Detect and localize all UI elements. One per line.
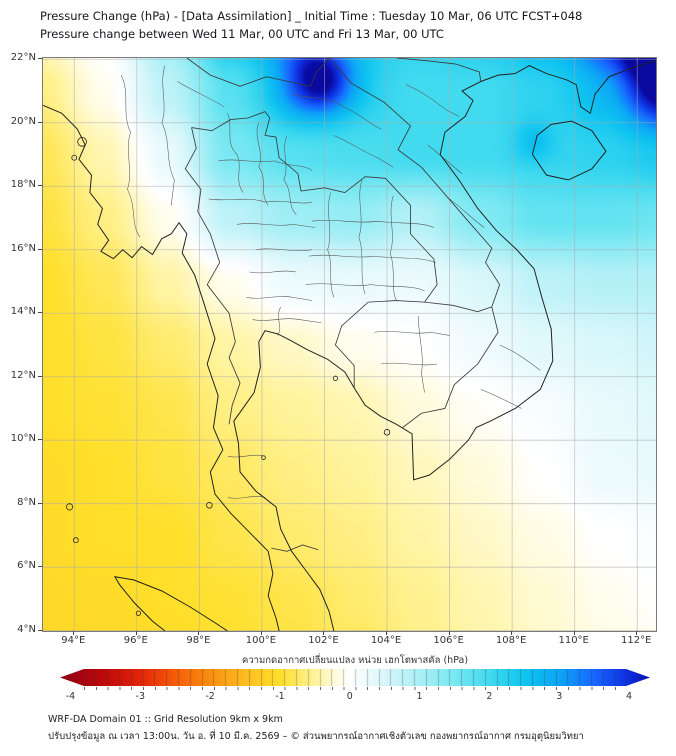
y-tick-mark (38, 58, 42, 60)
y-tick-label: 16°N (10, 242, 36, 254)
island-outline (262, 456, 266, 460)
x-tick-label: 100°E (245, 635, 277, 646)
footer-line-1: WRF-DA Domain 01 :: Grid Resolution 9km … (48, 714, 283, 725)
x-tick-label: 96°E (123, 635, 148, 646)
y-tick-label: 8°N (17, 496, 36, 508)
small-islands (66, 137, 389, 615)
sumatra-coast (115, 577, 228, 631)
y-tick-mark (38, 185, 42, 187)
title-line-1: Pressure Change (hPa) - [Data Assimilati… (40, 9, 583, 23)
x-tick-mark (448, 631, 450, 635)
island-outline (73, 538, 78, 543)
island-outline (72, 155, 77, 160)
pressure-field-canvas (43, 58, 656, 631)
x-tick-label: 102°E (308, 635, 339, 646)
colorbar-tick-label: 3 (556, 691, 563, 702)
map-plot-area (42, 57, 657, 632)
island-outline (136, 611, 140, 615)
map-overlay (43, 58, 656, 631)
y-tick-label: 10°N (10, 433, 36, 445)
x-tick-mark (511, 631, 513, 635)
coastline-west (43, 105, 279, 631)
x-tick-mark (323, 631, 325, 635)
coastlines (43, 61, 656, 631)
x-tick-mark (135, 631, 137, 635)
y-tick-label: 6°N (17, 560, 36, 572)
x-tick-mark (260, 631, 262, 635)
footer-line-2: ปรับปรุงข้อมูล ณ เวลา 13:00น. วัน อ. ที่… (48, 731, 584, 742)
x-tick-mark (573, 631, 575, 635)
x-tick-mark (198, 631, 200, 635)
y-tick-mark (38, 566, 42, 568)
colorbar-tick-label: 2 (486, 691, 493, 702)
colorbar-tick-label: -2 (205, 691, 215, 702)
x-tick-label: 94°E (61, 635, 86, 646)
coastline-east (234, 61, 656, 631)
x-tick-mark (386, 631, 388, 635)
title-line-2: Pressure change between Wed 11 Mar, 00 U… (40, 27, 444, 41)
y-tick-label: 20°N (10, 115, 36, 127)
colorbar-tick-label: 0 (346, 691, 353, 702)
hainan-island (532, 121, 605, 180)
y-tick-mark (38, 375, 42, 377)
y-tick-mark (38, 248, 42, 250)
colorbar-tick-label: -1 (275, 691, 285, 702)
x-tick-mark (636, 631, 638, 635)
y-tick-label: 12°N (10, 369, 36, 381)
y-tick-label: 18°N (10, 179, 36, 191)
x-tick-label: 108°E (495, 635, 527, 646)
island-outline (78, 137, 87, 146)
island-outline (66, 504, 72, 510)
country-borders (185, 58, 499, 551)
y-tick-mark (38, 629, 42, 631)
x-tick-label: 98°E (186, 635, 211, 646)
island-outline (207, 502, 213, 508)
colorbar-tick-label: -4 (65, 691, 76, 702)
colorbar-tick-label: 1 (416, 691, 423, 702)
x-tick-label: 106°E (433, 635, 464, 646)
y-tick-mark (38, 312, 42, 314)
x-tick-label: 112°E (621, 635, 652, 646)
province-borders (121, 66, 540, 499)
colorbar-tick-label: -3 (135, 691, 146, 702)
island-outline (384, 429, 390, 435)
y-tick-mark (38, 502, 42, 504)
y-tick-label: 4°N (17, 623, 36, 635)
y-tick-mark (38, 439, 42, 441)
x-tick-label: 110°E (558, 635, 589, 646)
colorbar-title: ความกดอากาศเปลี่ยนแปลง หน่วย เฮกโตพาสคัล… (241, 655, 469, 666)
x-tick-label: 104°E (370, 635, 402, 646)
x-tick-mark (73, 631, 75, 635)
gridlines (43, 58, 656, 631)
colorbar-tick-label: 4 (626, 691, 633, 702)
y-tick-label: 22°N (10, 52, 36, 64)
colorbar-microticks (84, 687, 626, 690)
colorbar (60, 669, 650, 686)
y-tick-mark (38, 121, 42, 123)
island-outline (333, 376, 337, 380)
y-tick-label: 14°N (10, 306, 36, 318)
